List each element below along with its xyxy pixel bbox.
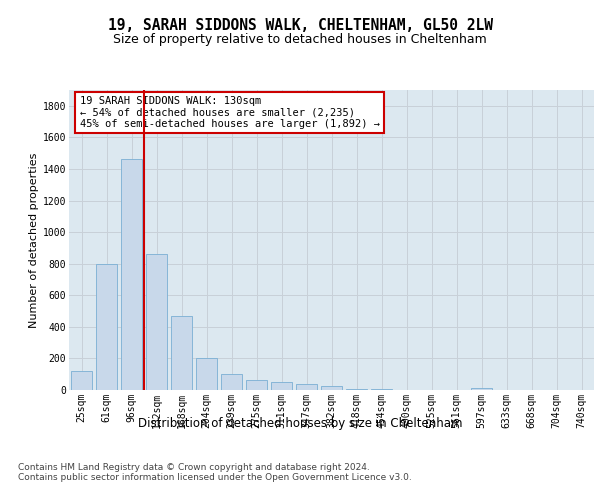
Bar: [296, 384, 317, 390]
Bar: [121, 160, 142, 390]
Text: Distribution of detached houses by size in Cheltenham: Distribution of detached houses by size …: [138, 418, 462, 430]
Bar: [246, 380, 267, 390]
Bar: [71, 371, 92, 390]
Bar: [96, 264, 117, 390]
Bar: [171, 316, 192, 390]
Bar: [271, 382, 292, 390]
Bar: [321, 386, 342, 390]
Bar: [221, 374, 242, 390]
Text: 19, SARAH SIDDONS WALK, CHELTENHAM, GL50 2LW: 19, SARAH SIDDONS WALK, CHELTENHAM, GL50…: [107, 18, 493, 32]
Bar: [346, 388, 367, 390]
Bar: [196, 358, 217, 390]
Y-axis label: Number of detached properties: Number of detached properties: [29, 152, 38, 328]
Bar: [471, 388, 492, 390]
Text: 19 SARAH SIDDONS WALK: 130sqm
← 54% of detached houses are smaller (2,235)
45% o: 19 SARAH SIDDONS WALK: 130sqm ← 54% of d…: [79, 96, 380, 129]
Text: Contains HM Land Registry data © Crown copyright and database right 2024.
Contai: Contains HM Land Registry data © Crown c…: [18, 462, 412, 482]
Bar: [146, 254, 167, 390]
Bar: [371, 389, 392, 390]
Text: Size of property relative to detached houses in Cheltenham: Size of property relative to detached ho…: [113, 32, 487, 46]
